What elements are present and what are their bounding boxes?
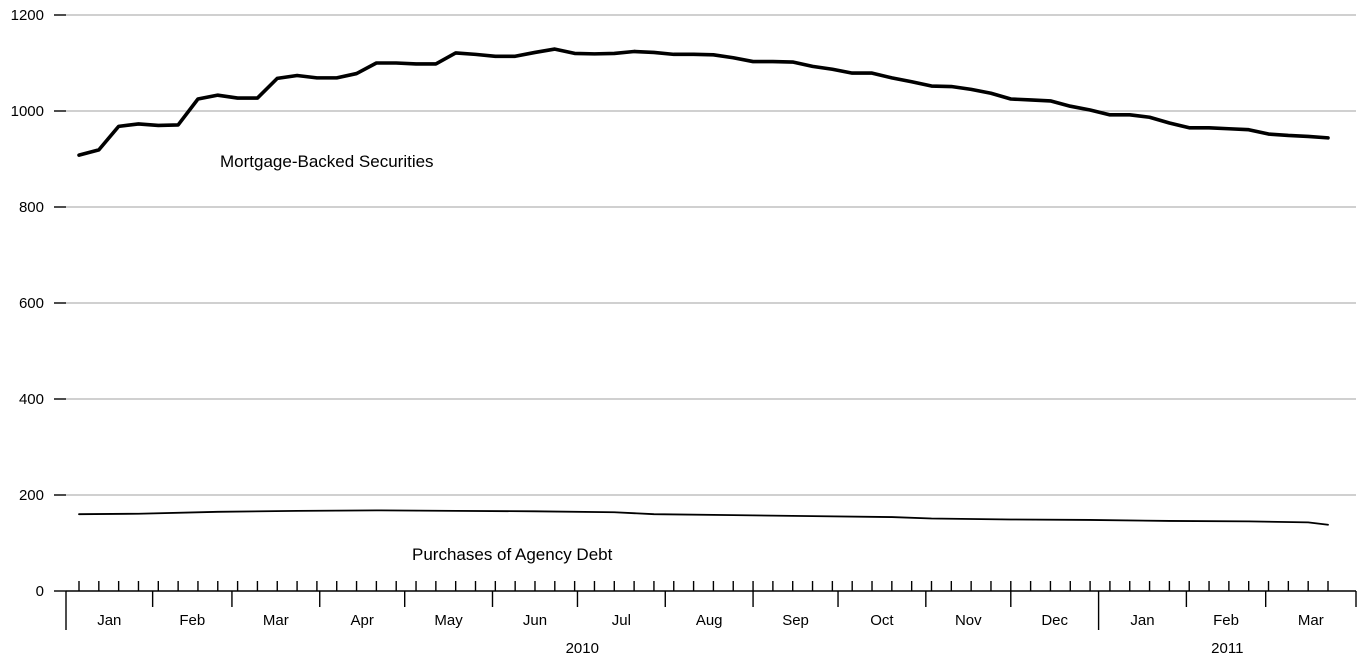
gridlines xyxy=(66,14,1356,496)
y-tick-label: 0 xyxy=(36,583,44,600)
month-label: Aug xyxy=(696,612,723,629)
month-label: Sep xyxy=(782,612,809,629)
month-label: Jul xyxy=(612,612,631,629)
series-label-mbs: Mortgage-Backed Securities xyxy=(220,152,434,171)
y-tick-label: 200 xyxy=(19,487,44,504)
y-axis: 0 200 400 600 800 1000 1200 xyxy=(11,7,66,600)
y-tick-label: 1000 xyxy=(11,103,44,120)
month-label: Feb xyxy=(1213,612,1239,629)
x-axis: Jan Feb Mar Apr May Jun Jul Aug Sep Oct Nov Dec Jan F… xyxy=(65,581,1357,657)
month-label: Jun xyxy=(523,612,547,629)
month-label: May xyxy=(434,612,463,629)
month-label: Dec xyxy=(1041,612,1068,629)
y-tick-label: 400 xyxy=(19,391,44,408)
month-label: Oct xyxy=(870,612,894,629)
year-label: 2011 xyxy=(1211,640,1243,657)
y-tick-label: 800 xyxy=(19,199,44,216)
series-line-mbs xyxy=(77,47,1330,157)
month-label: Jan xyxy=(97,612,121,629)
y-tick-label: 1200 xyxy=(11,7,44,24)
month-label: Mar xyxy=(1298,612,1324,629)
month-label: Apr xyxy=(351,612,374,629)
month-label: Mar xyxy=(263,612,289,629)
month-label: Feb xyxy=(179,612,205,629)
series-lines xyxy=(77,47,1330,526)
series-label-agency-debt: Purchases of Agency Debt xyxy=(412,545,613,564)
y-tick-label: 600 xyxy=(19,295,44,312)
year-label: 2010 xyxy=(566,640,599,657)
series-line-agency-debt xyxy=(78,509,1329,526)
month-label: Nov xyxy=(955,612,982,629)
month-label: Jan xyxy=(1130,612,1154,629)
